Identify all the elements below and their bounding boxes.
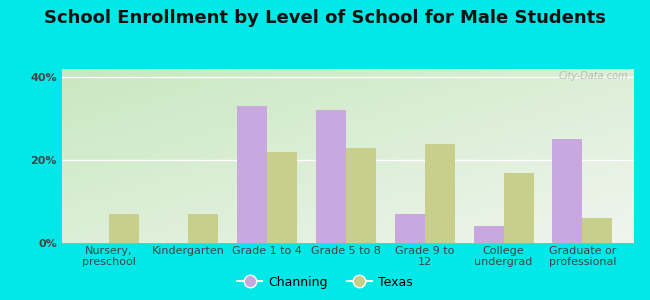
Bar <box>109 214 139 243</box>
Text: City-Data.com: City-Data.com <box>558 71 628 81</box>
Bar <box>552 140 582 243</box>
Legend: Channing, Texas: Channing, Texas <box>232 271 418 294</box>
Bar <box>346 148 376 243</box>
Text: School Enrollment by Level of School for Male Students: School Enrollment by Level of School for… <box>44 9 606 27</box>
Bar <box>316 110 346 243</box>
Bar <box>237 106 267 243</box>
Bar <box>424 144 454 243</box>
Bar <box>395 214 424 243</box>
Bar <box>474 226 504 243</box>
Bar <box>504 172 534 243</box>
Bar <box>582 218 612 243</box>
Bar <box>188 214 218 243</box>
Bar <box>267 152 297 243</box>
